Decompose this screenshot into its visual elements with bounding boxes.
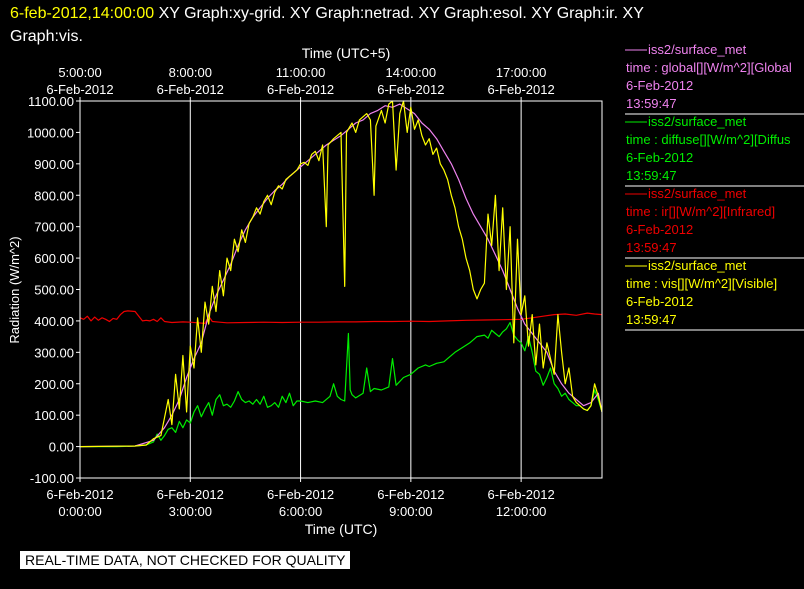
- legend-time-vis: 13:59:47: [626, 312, 677, 327]
- top-tick-time-0: 5:00:00: [58, 65, 101, 80]
- top-tick-date-0: 6-Feb-2012: [46, 82, 113, 97]
- x-tick-date-3: 6-Feb-2012: [377, 487, 444, 502]
- y-axis-label: Radiation (W/m^2): [7, 236, 22, 343]
- legend-time-diffuse: 13:59:47: [626, 168, 677, 183]
- top-tick-time-4: 17:00:00: [496, 65, 547, 80]
- x-tick-time-4: 12:00:00: [496, 504, 547, 519]
- bottom-axis-label: Time (UTC): [305, 521, 378, 537]
- y-tick-label-0: -100.00: [30, 471, 74, 486]
- top-tick-date-2: 6-Feb-2012: [267, 82, 334, 97]
- legend-time-global: 13:59:47: [626, 96, 677, 111]
- series-lines: [79, 100, 603, 448]
- legend-date-diffuse: 6-Feb-2012: [626, 150, 693, 165]
- header-timestamp: 6-feb-2012,14:00:00: [10, 5, 154, 22]
- y-tick-label-3: 200.00: [34, 377, 74, 392]
- header-line-2: Graph:vis.: [10, 28, 83, 45]
- top-tick-time-3: 14:00:00: [386, 65, 437, 80]
- legend-label-global: time : global[][W/m^2][Global: [626, 60, 792, 75]
- header-line-1: 6-feb-2012,14:00:00 XY Graph:xy-grid. XY…: [10, 5, 644, 22]
- y-tick-label-11: 1000.00: [27, 125, 74, 140]
- y-tick-labels: -100.00 0.00 100.00 200.00 300.00 400.00 500.0…: [27, 94, 80, 486]
- y-tick-label-9: 800.00: [34, 188, 74, 203]
- legend-source-diffuse: iss2/surface_met: [648, 114, 747, 129]
- y-tick-label-5: 400.00: [34, 314, 74, 329]
- y-tick-label-8: 700.00: [34, 220, 74, 235]
- series-line-vis: [79, 100, 603, 448]
- legend-label-vis: time : vis[][W/m^2][Visible]: [626, 276, 777, 291]
- top-tick-date-3: 6-Feb-2012: [377, 82, 444, 97]
- y-tick-label-4: 300.00: [34, 345, 74, 360]
- x-tick-time-1: 3:00:00: [169, 504, 212, 519]
- y-tick-label-7: 600.00: [34, 251, 74, 266]
- grid-lines: [189, 101, 522, 478]
- header-graph-list: XY Graph:xy-grid. XY Graph:netrad. XY Gr…: [154, 5, 644, 22]
- x-tick-time-2: 6:00:00: [279, 504, 322, 519]
- legend-source-ir: iss2/surface_met: [648, 186, 747, 201]
- legend-source-vis: iss2/surface_met: [648, 258, 747, 273]
- x-tick-date-2: 6-Feb-2012: [267, 487, 334, 502]
- y-tick-label-1: 0.00: [49, 440, 74, 455]
- top-tick-time-1: 8:00:00: [169, 65, 212, 80]
- y-tick-label-6: 500.00: [34, 283, 74, 298]
- top-tick-date-4: 6-Feb-2012: [488, 82, 555, 97]
- legend-source-global: iss2/surface_met: [648, 42, 747, 57]
- legend-date-vis: 6-Feb-2012: [626, 294, 693, 309]
- x-tick-date-0: 6-Feb-2012: [46, 487, 113, 502]
- legend-date-global: 6-Feb-2012: [626, 78, 693, 93]
- x-tick-labels: 6-Feb-2012 0:00:00 6-Feb-2012 3:00:00 6-Feb-…: [46, 478, 555, 519]
- top-axis-label: Time (UTC+5): [302, 45, 391, 61]
- x-tick-time-3: 9:00:00: [389, 504, 432, 519]
- series-line-global: [79, 103, 603, 448]
- legend-label-ir: time : ir[][W/m^2][Infrared]: [626, 204, 775, 219]
- quality-banner: REAL-TIME DATA, NOT CHECKED FOR QUALITY: [20, 551, 351, 569]
- y-tick-label-2: 100.00: [34, 408, 74, 423]
- top-tick-time-2: 11:00:00: [276, 65, 326, 80]
- top-tick-date-1: 6-Feb-2012: [157, 82, 224, 97]
- y-tick-label-12: 1100.00: [28, 94, 74, 109]
- legend-label-diffuse: time : diffuse[][W/m^2][Diffus: [626, 132, 791, 147]
- series-line-diffuse: [80, 321, 603, 448]
- x-tick-date-4: 6-Feb-2012: [488, 487, 555, 502]
- legend-time-ir: 13:59:47: [626, 240, 677, 255]
- x-tick-date-1: 6-Feb-2012: [157, 487, 224, 502]
- top-tick-labels: 5:00:00 6-Feb-2012 8:00:00 6-Feb-2012 11:00:…: [46, 65, 555, 101]
- legend-date-ir: 6-Feb-2012: [626, 222, 693, 237]
- plot-frame: [79, 100, 603, 479]
- x-tick-time-0: 0:00:00: [58, 504, 101, 519]
- y-tick-label-10: 900.00: [34, 157, 74, 172]
